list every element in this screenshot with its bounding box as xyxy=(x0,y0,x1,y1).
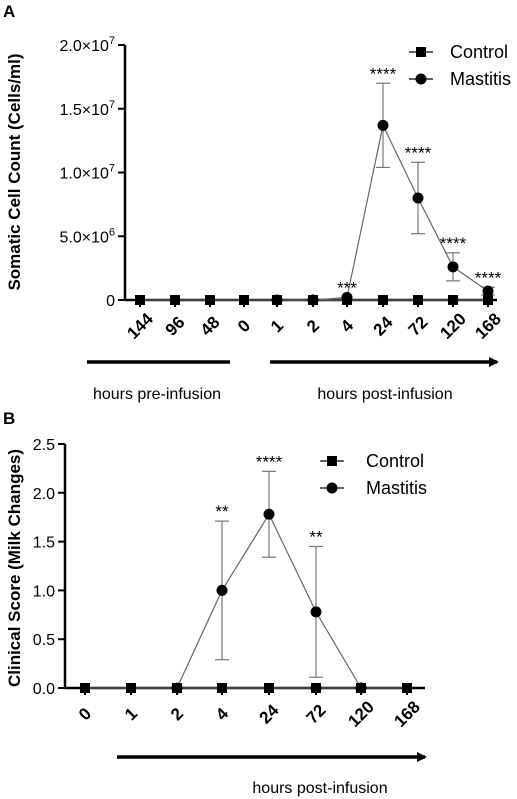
control-point xyxy=(311,683,321,693)
mastitis-point xyxy=(341,291,353,303)
legend-label: Control xyxy=(366,451,424,471)
legend: Control Mastitis xyxy=(409,42,511,89)
legend-label: Mastitis xyxy=(450,69,511,89)
control-point xyxy=(264,683,274,693)
control-point xyxy=(483,295,493,305)
significance-label: **** xyxy=(370,64,397,83)
significance-label: ** xyxy=(309,527,323,546)
control-point xyxy=(448,295,458,305)
x-tick-label: 24 xyxy=(370,312,397,339)
x-tick-label: 120 xyxy=(436,309,469,342)
y-tick-label: 1.5 xyxy=(33,535,55,552)
x-tick-label: 72 xyxy=(405,313,432,340)
x-tick-label: 144 xyxy=(123,309,157,343)
control-point xyxy=(126,683,136,693)
x-tick-label: 1 xyxy=(267,316,287,336)
y-tick-label: 2.0 xyxy=(33,486,55,503)
legend-label: Control xyxy=(450,42,508,62)
mastitis-point xyxy=(447,261,459,273)
x-tick-label: 120 xyxy=(344,697,377,730)
mastitis-point xyxy=(482,285,494,297)
y-tick-label: 1.5×107 xyxy=(59,99,115,119)
x-tick-label: 2 xyxy=(167,704,187,724)
x-tick-label: 0 xyxy=(234,316,254,336)
x-tick-label: 2 xyxy=(303,316,323,336)
x-tick-label: 168 xyxy=(390,697,423,730)
x-tick-label: 72 xyxy=(303,701,330,728)
control-point xyxy=(80,683,90,693)
control-point xyxy=(402,683,412,693)
x-tick-label: 96 xyxy=(162,313,189,340)
x-tick-label: 48 xyxy=(197,313,224,340)
legend-circle-marker xyxy=(415,73,427,85)
legend-label: Mastitis xyxy=(366,478,427,498)
y-tick-label: 0.0 xyxy=(33,681,55,698)
control-point xyxy=(413,295,423,305)
significance-label: **** xyxy=(475,268,502,287)
control-point xyxy=(205,295,215,305)
y-tick-label: 0 xyxy=(106,293,115,310)
mastitis-point xyxy=(171,682,183,694)
period-annotation: hours pre-infusion xyxy=(93,386,221,403)
y-tick-label: 0.5 xyxy=(33,632,55,649)
mastitis-point xyxy=(271,294,283,306)
y-tick-label: 2.0×107 xyxy=(59,35,115,55)
mastitis-point xyxy=(216,584,228,596)
panel-b-letter: B xyxy=(3,409,15,428)
panel-a-letter: A xyxy=(3,2,15,21)
y-tick-label: 1.0×107 xyxy=(59,163,115,183)
y-tick-label: 5.0×106 xyxy=(59,226,115,246)
significance-label: **** xyxy=(440,234,467,253)
control-point xyxy=(217,683,227,693)
y-tick-label: 2.5 xyxy=(33,437,55,454)
legend-square-marker xyxy=(327,456,337,466)
period-annotation: hours post-infusion xyxy=(252,780,387,797)
x-tick-label: 0 xyxy=(75,704,95,724)
y-axis-title: Clinical Score (Milk Changes) xyxy=(5,449,24,687)
y-tick-label: 1.0 xyxy=(33,583,55,600)
control-point xyxy=(239,295,249,305)
panel-a: A 0 5.0×106 1.0×107 1.5×107 2.0×107 Somatic C… xyxy=(3,2,511,403)
x-tick-label: 24 xyxy=(256,700,283,727)
control-point xyxy=(170,295,180,305)
x-tick-label: 4 xyxy=(212,704,233,725)
period-annotation: hours post-infusion xyxy=(317,386,452,403)
legend-circle-marker xyxy=(326,482,338,494)
x-tick-label: 168 xyxy=(471,309,504,342)
significance-label: *** xyxy=(337,278,357,297)
y-axis-title: Somatic Cell Count (Cells/ml) xyxy=(5,53,24,290)
significance-label: **** xyxy=(256,452,283,471)
significance-label: **** xyxy=(405,143,432,162)
mastitis-point xyxy=(355,682,367,694)
panel-b: B 0.0 0.5 1.0 1.5 2.0 2.5 Clinical Score (Milk… xyxy=(3,409,427,797)
control-point xyxy=(378,295,388,305)
legend-square-marker xyxy=(416,47,426,57)
mastitis-point xyxy=(310,606,322,618)
mastitis-point xyxy=(377,119,389,131)
legend: Control Mastitis xyxy=(320,451,427,498)
mastitis-point xyxy=(412,192,424,204)
x-tick-label: 1 xyxy=(121,704,141,724)
significance-label: ** xyxy=(215,502,229,521)
mastitis-point xyxy=(307,294,319,306)
mastitis-point xyxy=(263,508,275,520)
control-point xyxy=(135,295,145,305)
x-tick-label: 4 xyxy=(337,316,358,337)
